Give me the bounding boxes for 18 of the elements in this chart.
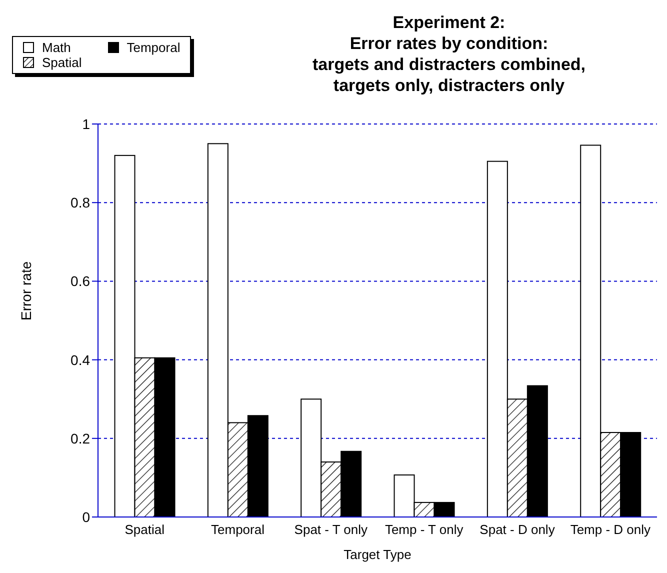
x-tick-label: Spat - D only bbox=[480, 522, 556, 538]
x-tick-label: Temp - T only bbox=[384, 522, 464, 538]
legend-label: Math bbox=[42, 40, 71, 55]
legend-label: Temporal bbox=[126, 40, 180, 55]
chart-title: Experiment 2: Error rates by condition: targets and distracters combined, targets only, distracters only bbox=[311, 12, 587, 96]
legend-label: Spatial bbox=[42, 55, 82, 70]
y-tick-label: 0.6 bbox=[70, 273, 90, 290]
y-axis-title: Error rate bbox=[18, 261, 34, 320]
x-axis-title: Target Type bbox=[344, 547, 412, 562]
y-tick-label: 0 bbox=[82, 508, 90, 525]
y-tick-label: 0.4 bbox=[70, 352, 90, 368]
x-tick-label: Spat - T only bbox=[294, 522, 368, 538]
x-tick-label: Temporal bbox=[211, 522, 265, 538]
x-tick-label: Temp - D only bbox=[570, 522, 652, 538]
y-tick-label: 1 bbox=[82, 116, 90, 132]
y-tick-label: 0.8 bbox=[70, 194, 90, 211]
x-tick-label: Spatial bbox=[124, 522, 165, 538]
y-tick-label: 0.2 bbox=[70, 430, 90, 446]
